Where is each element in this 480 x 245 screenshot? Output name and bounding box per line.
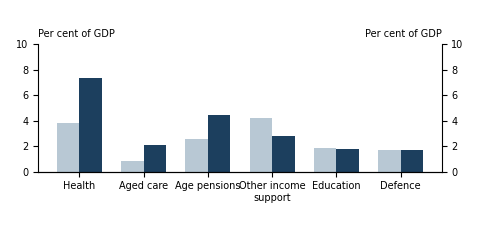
- Bar: [336, 148, 359, 172]
- Text: Per cent of GDP: Per cent of GDP: [38, 29, 115, 39]
- Bar: [272, 136, 295, 171]
- Bar: [250, 118, 272, 172]
- Text: Per cent of GDP: Per cent of GDP: [365, 29, 442, 39]
- Bar: [378, 150, 401, 172]
- Bar: [185, 139, 208, 172]
- Bar: [79, 78, 102, 172]
- Bar: [401, 150, 423, 172]
- Bar: [144, 145, 166, 172]
- Bar: [208, 115, 230, 172]
- Bar: [57, 123, 79, 172]
- Legend: 2006-07, 2046-47: 2006-07, 2046-47: [171, 243, 309, 245]
- Bar: [121, 161, 144, 172]
- Bar: [314, 148, 336, 171]
